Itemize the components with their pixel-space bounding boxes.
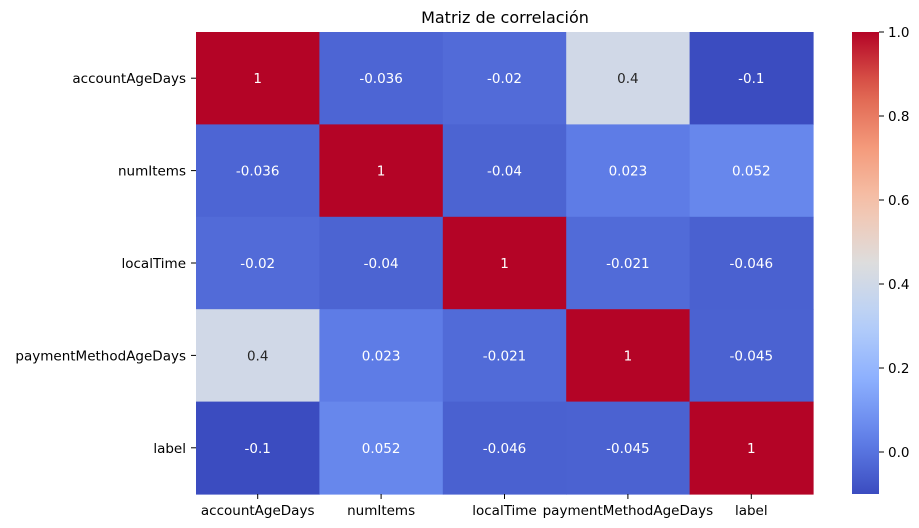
cell-annotation: -0.02 [240,256,275,272]
heatmap-cell [196,401,320,495]
heatmap-cell [442,309,567,403]
cell-annotation: -0.021 [606,256,650,272]
cell-annotation: 0.4 [617,71,638,87]
heatmap-cell [689,309,814,403]
cell-annotation: 1 [624,348,633,364]
cell-annotation: -0.1 [245,441,271,457]
cell-annotation: -0.1 [738,71,764,87]
cell-annotation: 1 [377,164,386,180]
heatmap-cell [319,216,444,310]
cell-annotation: 0.4 [247,348,268,364]
cell-annotation: -0.046 [483,441,527,457]
cell-annotation: -0.045 [730,348,774,364]
heatmap-cell [196,309,320,403]
row-label: paymentMethodAgeDays [15,348,186,364]
cell-annotation: 1 [747,441,756,457]
cell-annotation: 1 [253,71,262,87]
colorbar-tick-label: 0.2 [888,361,909,377]
colorbar [852,32,879,494]
chart-title: Matriz de correlación [421,8,589,27]
heatmap-cell [689,124,814,218]
heatmap-cell [442,216,567,310]
cell-annotation: 0.023 [362,348,401,364]
column-label: numItems [347,503,415,519]
heatmap-cell [442,32,567,125]
heatmap-cell [319,32,444,125]
heatmap-cell [196,124,320,218]
heatmap-cell [566,216,691,310]
row-labels: accountAgeDays numItems localTime paymentMe… [15,71,196,457]
colorbar-tick-label: 0.4 [888,277,909,293]
heatmap-cell [196,32,320,125]
cell-annotation: 0.023 [609,164,648,180]
heatmap-cell [566,309,691,403]
heatmap-cell [566,124,691,218]
heatmap-cell [196,216,320,310]
heatmap-cell [689,32,814,125]
heatmap-cell [689,216,814,310]
cell-annotation: -0.036 [236,164,280,180]
row-label: localTime [122,256,187,272]
cell-annotation: -0.046 [730,256,774,272]
column-label: localTime [472,503,537,519]
cell-annotation: 0.052 [362,441,401,457]
heatmap-cell [566,401,691,495]
heatmap-cell [319,124,444,218]
heatmap-cell [319,309,444,403]
heatmap-cell [442,124,567,218]
row-label: numItems [118,164,186,180]
colorbar-ticks: 1.0 0.8 0.6 0.4 0.2 0.0 [879,25,909,461]
heatmap-annotations: 1 -0.036 -0.02 0.4 -0.1 -0.036 1 -0.04 0.023 0.05… [236,71,773,457]
cell-annotation: -0.036 [359,71,403,87]
cell-annotation: -0.02 [487,71,522,87]
colorbar-tick-label: 1.0 [888,25,909,41]
cell-annotation: 1 [500,256,509,272]
colorbar-tick-label: 0.8 [888,109,909,125]
colorbar-tick-label: 0.0 [888,445,909,461]
heatmap-cell [442,401,567,495]
column-label: paymentMethodAgeDays [543,503,714,519]
heatmap-cell [566,32,691,125]
column-label: accountAgeDays [201,503,315,519]
row-label: accountAgeDays [72,71,186,87]
heatmap-cell [689,401,814,495]
row-label: label [153,441,186,457]
column-labels: accountAgeDays numItems localTime paymentMe… [201,494,768,519]
cell-annotation: -0.021 [483,348,527,364]
cell-annotation: -0.04 [364,256,399,272]
cell-annotation: 0.052 [732,164,771,180]
cell-annotation: -0.045 [606,441,650,457]
cell-annotation: -0.04 [487,164,522,180]
colorbar-tick-label: 0.6 [888,193,909,209]
heatmap-cell [319,401,444,495]
column-label: label [735,503,768,519]
heatmap-cells [196,32,814,495]
